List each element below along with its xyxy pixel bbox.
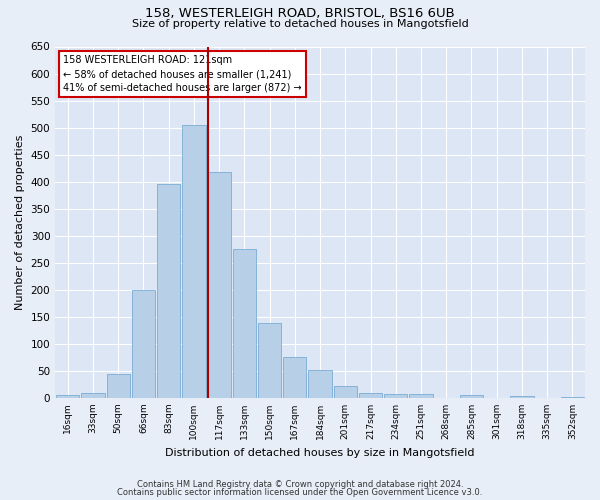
Bar <box>359 392 382 398</box>
Bar <box>283 358 307 398</box>
X-axis label: Distribution of detached houses by size in Mangotsfield: Distribution of detached houses by size … <box>166 448 475 458</box>
Bar <box>561 397 584 398</box>
Bar <box>384 394 407 398</box>
Bar <box>308 370 332 398</box>
Bar <box>208 172 231 398</box>
Text: 158 WESTERLEIGH ROAD: 121sqm
← 58% of detached houses are smaller (1,241)
41% of: 158 WESTERLEIGH ROAD: 121sqm ← 58% of de… <box>63 56 302 94</box>
Bar <box>460 395 483 398</box>
Bar <box>132 290 155 398</box>
Text: Contains HM Land Registry data © Crown copyright and database right 2024.: Contains HM Land Registry data © Crown c… <box>137 480 463 489</box>
Bar <box>511 396 533 398</box>
Bar <box>56 395 79 398</box>
Bar <box>82 392 104 398</box>
Bar <box>107 374 130 398</box>
Y-axis label: Number of detached properties: Number of detached properties <box>15 134 25 310</box>
Bar <box>157 184 181 398</box>
Bar <box>182 125 206 398</box>
Text: Size of property relative to detached houses in Mangotsfield: Size of property relative to detached ho… <box>131 19 469 29</box>
Bar <box>334 386 357 398</box>
Bar <box>409 394 433 398</box>
Bar <box>233 249 256 398</box>
Bar <box>258 324 281 398</box>
Text: 158, WESTERLEIGH ROAD, BRISTOL, BS16 6UB: 158, WESTERLEIGH ROAD, BRISTOL, BS16 6UB <box>145 8 455 20</box>
Text: Contains public sector information licensed under the Open Government Licence v3: Contains public sector information licen… <box>118 488 482 497</box>
